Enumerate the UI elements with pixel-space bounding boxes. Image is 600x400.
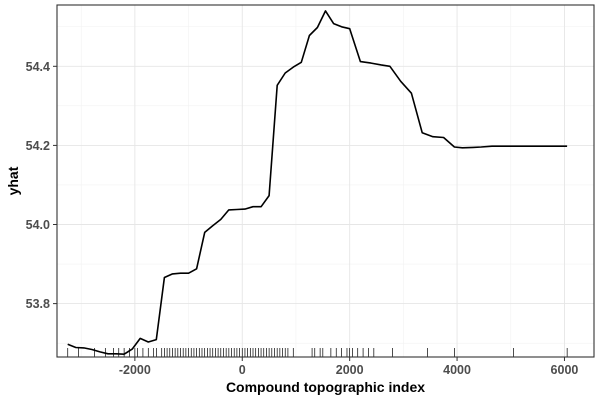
y-tick-label: 53.8 <box>26 297 50 311</box>
rug-marks <box>67 348 568 357</box>
x-tick-label: 2000 <box>336 363 364 377</box>
plot-area <box>67 10 568 356</box>
y-axis: 53.8 54.0 54.2 54.4 <box>26 60 57 311</box>
y-tick-label: 54.4 <box>26 60 50 74</box>
grid <box>57 5 594 357</box>
x-axis-title: Compound topographic index <box>226 379 425 395</box>
x-axis: -2000 0 2000 4000 6000 <box>119 357 579 377</box>
x-tick-label: 4000 <box>443 363 471 377</box>
prediction-line <box>67 10 568 356</box>
x-tick-label: 6000 <box>551 363 579 377</box>
y-axis-title: yhat <box>5 166 21 195</box>
x-tick-label: 0 <box>239 363 246 377</box>
y-tick-label: 54.0 <box>26 218 50 232</box>
panel-border <box>56 4 595 358</box>
x-tick-label: -2000 <box>119 363 151 377</box>
y-tick-label: 54.2 <box>26 139 50 153</box>
